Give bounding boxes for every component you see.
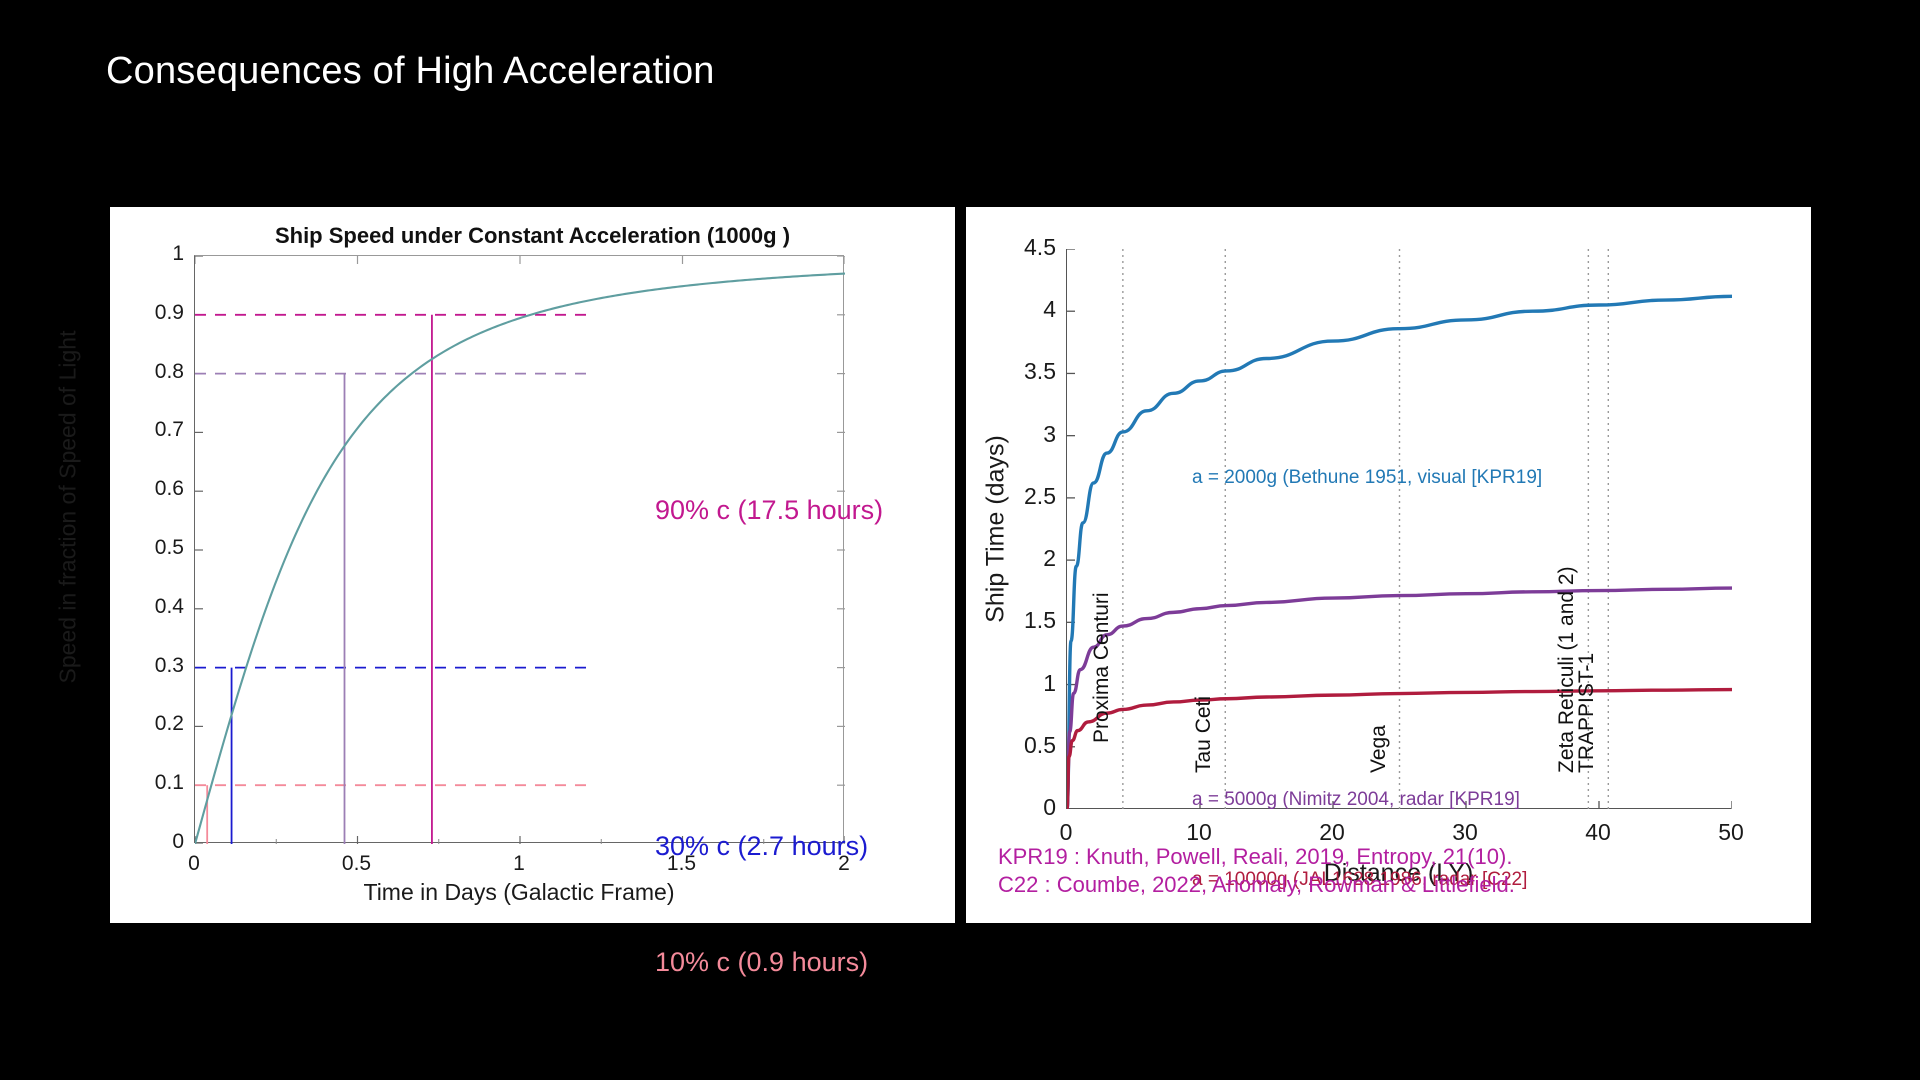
left-x-tick-label: 2 bbox=[838, 852, 850, 875]
reference-line-1: KPR19 : Knuth, Powell, Reali, 2019, Entr… bbox=[998, 844, 1513, 869]
left-y-tick-label: 0.6 bbox=[154, 477, 184, 501]
right-x-tick-label: 20 bbox=[1319, 819, 1345, 845]
right-chart-svg bbox=[1067, 249, 1732, 809]
curve-label-0: a = 2000g (Bethune 1951, visual [KPR19] bbox=[1192, 467, 1543, 488]
right-y-tick-label: 4.5 bbox=[1024, 234, 1056, 260]
left-chart-panel: Ship Speed under Constant Acceleration (… bbox=[55, 207, 955, 977]
right-y-tick-label: 4 bbox=[1043, 296, 1056, 323]
left-chart-x-axis-label: Time in Days (Galactic Frame) bbox=[363, 879, 675, 905]
left-x-tick-label: 1 bbox=[513, 852, 525, 875]
left-y-tick-label: 0 bbox=[172, 830, 184, 853]
right-chart-x-axis-label: Distance (LY) bbox=[1323, 859, 1474, 887]
right-y-tick-label: 0.5 bbox=[1024, 731, 1056, 758]
reference-footnotes: KPR19 : Knuth, Powell, Reali, 2019, Entr… bbox=[998, 843, 1515, 899]
right-chart-panel: Ship Time (days) Distance (LY) 0 0.5 1 1.5 2… bbox=[966, 207, 1811, 923]
right-y-tick-label: 3.5 bbox=[1024, 358, 1056, 385]
left-chart-svg bbox=[195, 256, 845, 844]
right-x-tick-label: 40 bbox=[1585, 819, 1611, 845]
right-chart-y-axis-label: Ship Time (days) bbox=[981, 435, 1010, 623]
right-x-tick-label: 0 bbox=[1059, 819, 1073, 845]
left-y-tick-label: 0.5 bbox=[154, 536, 184, 559]
annotation-10pc: 10% c (0.9 hours) bbox=[655, 947, 869, 977]
page-title: Consequences of High Acceleration bbox=[106, 50, 715, 92]
left-chart-y-axis-label: Speed in fraction of Speed of Light bbox=[54, 330, 81, 684]
star-line-label-0: Proxima Centuri bbox=[1089, 592, 1113, 743]
right-y-tick-label: 1 bbox=[1043, 669, 1056, 696]
annotation-90pc: 90% c (17.5 hours) bbox=[655, 495, 884, 525]
left-y-tick-label: 0.3 bbox=[154, 653, 184, 677]
right-x-tick-label: 50 bbox=[1718, 819, 1744, 845]
left-chart-plot-area bbox=[194, 255, 845, 844]
right-y-tick-label: 2.5 bbox=[1024, 482, 1056, 509]
left-y-tick-label: 0.2 bbox=[154, 712, 184, 736]
star-line-label-2: Vega bbox=[1366, 725, 1390, 773]
left-y-tick-label: 0.8 bbox=[154, 359, 184, 383]
left-y-tick-label: 0.9 bbox=[154, 300, 184, 324]
right-chart-plot-area bbox=[1066, 249, 1732, 809]
left-y-tick-label: 0.4 bbox=[154, 594, 184, 618]
reference-line-2: C22 : Coumbe, 2022, Anomaly, Rowman & Li… bbox=[998, 872, 1515, 898]
left-y-tick-label: 1 bbox=[172, 242, 184, 265]
right-y-tick-label: 1.5 bbox=[1024, 607, 1056, 634]
left-y-tick-label: 0.7 bbox=[154, 418, 184, 442]
right-y-tick-label: 2 bbox=[1043, 545, 1056, 572]
left-y-tick-label: 0.1 bbox=[154, 771, 184, 795]
left-x-tick-label: 0.5 bbox=[341, 852, 372, 875]
star-line-label-1: Tau Ceti bbox=[1192, 695, 1216, 773]
annotation-30pc: 30% c (2.7 hours) bbox=[655, 831, 869, 861]
star-line-label-4: TRAPPIST-1 bbox=[1575, 652, 1599, 773]
curve-label-2: a = 10000g (JAL1628 1986, radar [C22] bbox=[1192, 869, 1528, 890]
curve-label-1: a = 5000g (Nimitz 2004, radar [KPR19] bbox=[1192, 789, 1520, 810]
left-chart-title: Ship Speed under Constant Acceleration (… bbox=[274, 223, 791, 248]
right-x-tick-label: 30 bbox=[1452, 819, 1478, 845]
right-y-tick-label: 3 bbox=[1043, 420, 1056, 447]
right-x-tick-label: 10 bbox=[1186, 819, 1212, 845]
left-x-tick-label: 1.5 bbox=[666, 852, 697, 875]
left-x-tick-label: 0 bbox=[188, 852, 200, 875]
right-y-tick-label: 0 bbox=[1043, 794, 1056, 820]
